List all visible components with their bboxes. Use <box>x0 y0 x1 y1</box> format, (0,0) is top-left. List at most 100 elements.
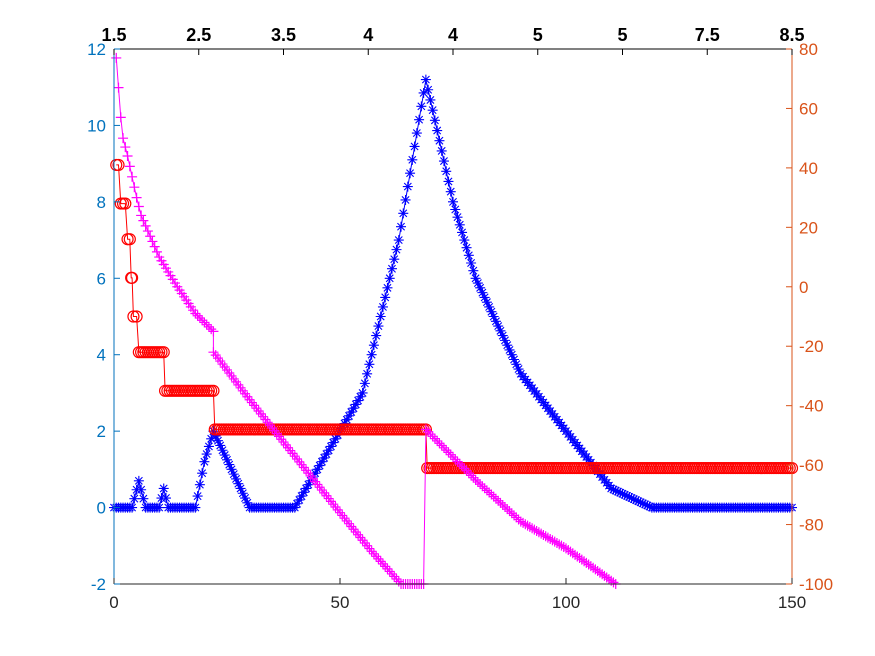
series-1-point-237 <box>642 500 653 511</box>
x-tick-label-3: 100 <box>552 593 580 612</box>
series-1-point-229 <box>624 491 635 502</box>
series-1-point-136 <box>414 114 425 125</box>
top-tick-label-9: 8.5 <box>779 25 804 45</box>
series-3-point-44 <box>208 326 219 337</box>
series-1-point-85 <box>298 487 309 498</box>
y-right-tick-label-7: 20 <box>799 218 818 237</box>
series-1-point-110 <box>355 391 366 402</box>
series-3-point-191 <box>538 529 549 540</box>
series-1-point-9 <box>127 502 138 513</box>
series-1-point-91 <box>312 464 323 475</box>
series-3-point-152 <box>450 454 461 465</box>
series-3-point-170 <box>490 493 501 504</box>
series-1-point-179 <box>511 359 522 370</box>
series-3-point-40 <box>199 317 210 328</box>
series-1-point-169 <box>488 311 499 322</box>
y-right-tick-label-10: 80 <box>799 40 818 59</box>
series-1-point-127 <box>393 235 404 246</box>
series-1-point-46 <box>210 430 221 441</box>
series-2-point-9 <box>125 271 139 284</box>
series-1-point-13 <box>136 484 147 495</box>
series-1-point-104 <box>341 414 352 425</box>
series-1-point-149 <box>443 176 454 187</box>
series-1-point-168 <box>486 306 497 317</box>
series-1-point-82 <box>292 498 303 509</box>
series-3-point-139 <box>420 424 431 435</box>
series-1-point-160 <box>468 265 479 276</box>
y-left-tick-label-3: 2 <box>97 422 106 441</box>
series-1-point-170 <box>490 316 501 327</box>
top-tick-label-3: 3.5 <box>271 25 296 45</box>
series-2-point-23 <box>157 346 170 359</box>
series-1-point-167 <box>484 301 495 312</box>
series-3-point-124 <box>386 568 397 579</box>
series-1-point-111 <box>357 387 368 398</box>
y-right-tick-label-9: 60 <box>799 99 818 118</box>
series-3-point-140 <box>423 426 434 437</box>
y-right-tick-label-8: 40 <box>799 159 818 178</box>
series-1-point-24 <box>160 493 171 504</box>
series-1-point-92 <box>314 460 325 471</box>
series-3-point-118 <box>373 553 384 564</box>
y-left-tick-label-6: 8 <box>97 193 106 212</box>
series-1-point-178 <box>509 354 520 365</box>
series-3-point-162 <box>472 477 483 488</box>
series-3-point-157 <box>461 465 472 476</box>
series-1-point-109 <box>353 395 364 406</box>
series-3-point-2 <box>113 82 124 93</box>
series-3-point-184 <box>522 520 533 531</box>
series-3-point-185 <box>524 521 535 532</box>
series-1-point-113 <box>362 368 373 379</box>
series-3-point-147 <box>438 442 449 453</box>
series-3-point-38 <box>194 312 205 323</box>
series-3-point-155 <box>457 461 468 472</box>
series-1-point-139 <box>420 74 431 85</box>
series-3-point-117 <box>371 551 382 562</box>
series-1-point-60 <box>242 497 253 508</box>
series-3-point-10 <box>131 192 142 203</box>
series-3-point-154 <box>454 458 465 469</box>
series-1-point-132 <box>405 168 416 179</box>
series-1-point-42 <box>201 449 212 460</box>
series-1-point-14 <box>138 493 149 504</box>
x-tick-label-2: 50 <box>331 593 350 612</box>
series-1-point-52 <box>224 459 235 470</box>
series-1-point-121 <box>380 292 391 303</box>
series-1-point-130 <box>400 194 411 205</box>
series-3-point-197 <box>551 537 562 548</box>
series-1-point-108 <box>350 399 361 410</box>
series-3-point-222 <box>608 577 619 588</box>
series-1-point-159 <box>466 258 477 268</box>
series-1-point-124 <box>386 263 397 274</box>
series-3-point-196 <box>549 536 560 547</box>
series-3-point-37 <box>192 310 203 321</box>
series-1-point-131 <box>402 181 413 192</box>
series-1-point-147 <box>438 156 449 167</box>
series-1-point-151 <box>448 196 458 207</box>
series-3-point-181 <box>515 516 526 527</box>
series-3-point-174 <box>499 502 510 513</box>
series-3-point-16 <box>145 231 156 242</box>
y-right-tick-label-4: -40 <box>799 397 824 416</box>
ticks-layer: 0 50 100 150-2024681012-100-80-60-40-200204… <box>87 25 833 612</box>
series-1-point-117 <box>371 330 382 341</box>
series-3-point-125 <box>389 571 400 582</box>
series-2-point-11 <box>130 310 143 323</box>
series-3-point-145 <box>434 438 445 449</box>
series-3-point-164 <box>477 481 488 492</box>
series-1-point-177 <box>506 349 517 360</box>
series-1-point-228 <box>622 490 633 501</box>
series-1-point-59 <box>240 493 251 504</box>
series-1-point-57 <box>235 483 246 494</box>
series-1-point-123 <box>384 273 395 284</box>
series-3-point-151 <box>448 452 458 463</box>
top-tick-label-8: 7.5 <box>695 25 720 45</box>
series-3-point-194 <box>545 533 556 544</box>
series-3-point-182 <box>518 517 529 528</box>
series-3-point-179 <box>511 512 522 523</box>
series-3-point-39 <box>197 315 208 326</box>
series-1-point-222 <box>608 484 619 495</box>
series-1-point-125 <box>389 254 400 265</box>
series-1-point-166 <box>481 297 492 308</box>
